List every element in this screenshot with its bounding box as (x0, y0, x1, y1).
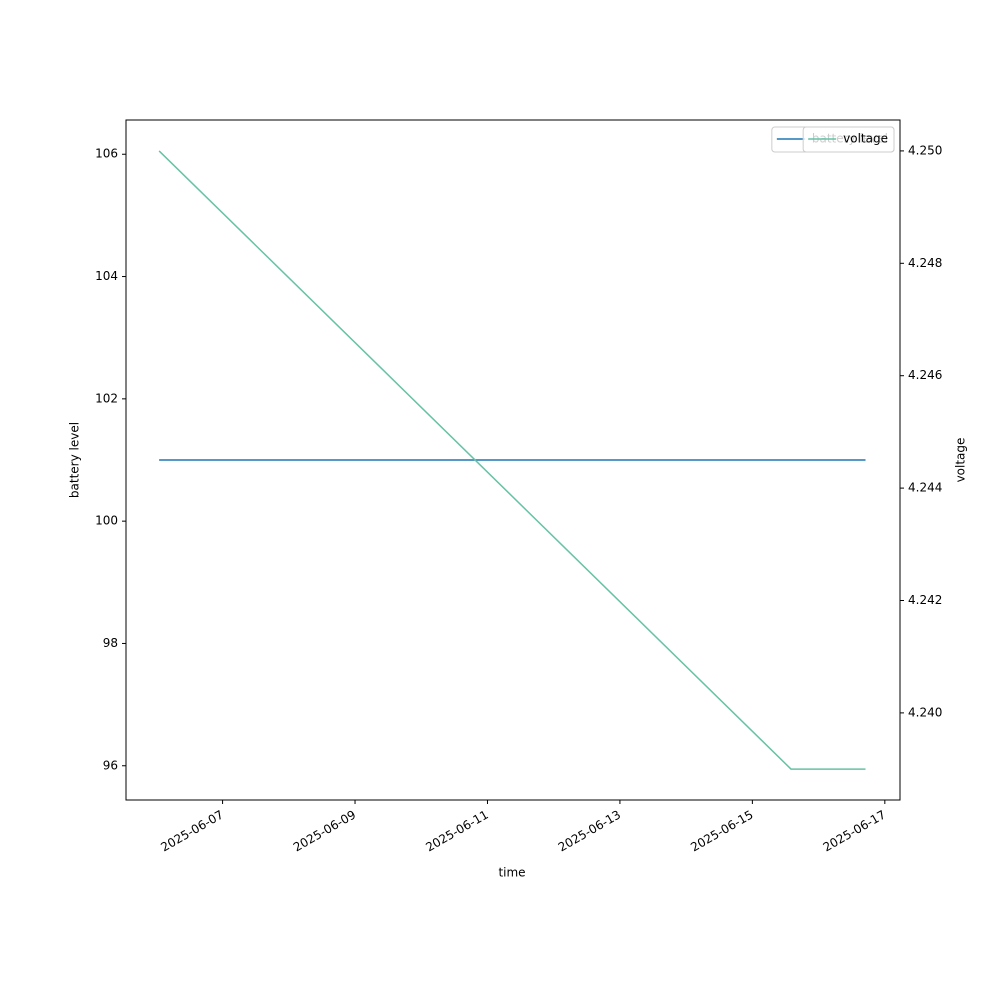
data-line (158, 150, 866, 770)
y-tick-label: 100 (95, 514, 118, 528)
x-axis-label: time (498, 866, 525, 880)
x-tick-label: 2025-06-13 (556, 808, 623, 855)
y2-tick-label: 4.244 (908, 481, 942, 495)
legend-box (802, 126, 895, 153)
y-tick-label: 98 (103, 636, 118, 650)
y2-tick-label: 4.242 (908, 593, 942, 607)
y-tick-label: 106 (95, 147, 118, 161)
y2-axis-label: voltage (954, 438, 968, 483)
y-axis-label: battery level (68, 422, 82, 498)
y-tick-label: 104 (95, 269, 118, 283)
plot-frame (125, 119, 901, 801)
x-tick-label: 2025-06-17 (821, 808, 888, 855)
y-tick-label: 102 (95, 391, 118, 405)
y2-tick-label: 4.250 (908, 143, 942, 157)
legend: voltage (802, 126, 895, 153)
y2-tick-label: 4.240 (908, 705, 942, 719)
x-tick-label: 2025-06-07 (158, 808, 225, 855)
legend-label: voltage (843, 132, 888, 146)
x-tick-label: 2025-06-09 (291, 808, 358, 855)
y2-tick-label: 4.248 (908, 256, 942, 270)
y2-tick-label: 4.246 (908, 368, 942, 382)
x-tick-label: 2025-06-15 (688, 808, 755, 855)
x-tick-label: 2025-06-11 (423, 808, 490, 855)
y-tick-label: 96 (103, 758, 118, 772)
